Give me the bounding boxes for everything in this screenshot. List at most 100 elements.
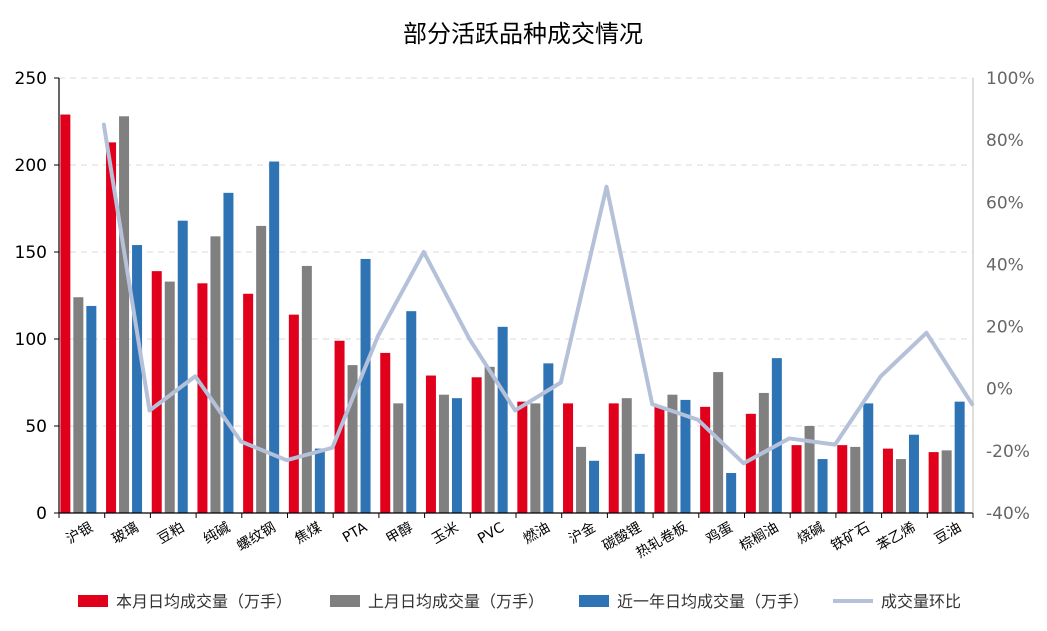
bar-3-热轧卷板 <box>680 399 691 513</box>
bar-3-玉米 <box>451 398 462 513</box>
y-tick-label: 150 <box>15 243 47 263</box>
bar-1-玉米 <box>425 375 436 513</box>
category-label: 豆油 <box>932 520 964 548</box>
bar-1-沪金 <box>563 403 574 513</box>
ratio-point <box>331 447 333 449</box>
y-tick-label: 0 <box>36 504 47 524</box>
category-label: 沪金 <box>566 520 598 548</box>
category-label: 棕榈油 <box>737 520 781 555</box>
ratio-point <box>788 437 790 439</box>
ratio-point <box>925 332 927 334</box>
y-tick-label: 250 <box>15 69 47 89</box>
bar-3-螺纹钢 <box>269 161 280 513</box>
bar-1-玻璃 <box>106 142 117 513</box>
bar-1-热轧卷板 <box>654 406 665 513</box>
bar-1-沪银 <box>60 114 71 513</box>
bar-2-鸡蛋 <box>713 372 724 513</box>
bar-1-螺纹钢 <box>243 293 254 513</box>
category-label: PVC <box>475 519 507 547</box>
bar-3-玻璃 <box>132 245 143 514</box>
y2-tick-label: 100% <box>986 69 1035 89</box>
category-label: 热轧卷板 <box>633 520 689 562</box>
category-label: 鸡蛋 <box>703 519 736 548</box>
bar-3-铁矿石 <box>863 403 874 513</box>
bar-1-焦煤 <box>288 314 299 513</box>
bar-2-铁矿石 <box>850 446 861 513</box>
y-tick-label: 100 <box>15 330 47 350</box>
legend-label: 近一年日均成交量（万手） <box>617 592 809 611</box>
category-label: 玉米 <box>429 520 461 548</box>
ratio-point <box>149 409 151 411</box>
legend-swatch <box>330 595 360 607</box>
bar-3-豆粕 <box>177 220 188 513</box>
bar-1-苯乙烯 <box>882 448 893 513</box>
legend-label: 本月日均成交量（万手） <box>116 592 292 611</box>
ratio-point <box>514 409 516 411</box>
bar-3-PTA <box>360 258 371 513</box>
bar-2-焦煤 <box>301 265 312 513</box>
category-label: 甲醇 <box>383 519 416 548</box>
bar-3-苯乙烯 <box>908 434 919 513</box>
category-label: PTA <box>340 519 370 546</box>
bar-2-玉米 <box>438 394 449 513</box>
legend-label: 成交量环比 <box>881 592 961 611</box>
tick-labels: 0 50 100 150 200 250 -40% -20% 0% 20% 40% 60% 80% 100… <box>15 69 1035 524</box>
bar-1-豆粕 <box>151 271 162 513</box>
bar-2-豆油 <box>941 450 952 513</box>
bar-2-PTA <box>347 365 358 513</box>
y2-tick-label: 20% <box>986 318 1024 338</box>
category-label: 烧碱 <box>795 520 827 548</box>
bar-1-铁矿石 <box>837 445 848 513</box>
bar-1-燃油 <box>517 401 528 513</box>
ratio-point <box>103 124 105 126</box>
ratio-line <box>101 122 975 466</box>
bar-1-PVC <box>471 377 482 513</box>
y2-tick-label: 80% <box>986 131 1024 151</box>
ratio-point <box>651 403 653 405</box>
bar-3-PVC <box>497 326 508 513</box>
bar-1-烧碱 <box>791 445 802 513</box>
ratio-point <box>194 375 196 377</box>
bar-3-沪金 <box>589 460 600 513</box>
ratio-point <box>743 462 745 464</box>
ratio-point <box>697 419 699 421</box>
category-labels: 沪银 玻璃 豆粕 纯碱 螺纹钢 焦煤 PTA 甲醇 玉米 PVC 燃油 沪金 碳酸锂热轧卷板 鸡蛋 棕榈油烧… <box>64 519 965 562</box>
bar-3-碳酸锂 <box>634 453 645 513</box>
y2-tick-label: -20% <box>986 442 1030 462</box>
bar-1-甲醇 <box>380 352 391 513</box>
ratio-point <box>606 186 608 188</box>
ratio-point <box>377 335 379 337</box>
bar-2-燃油 <box>530 403 541 513</box>
axes <box>54 77 974 518</box>
bar-3-燃油 <box>543 363 554 513</box>
ratio-point <box>286 459 288 461</box>
legend-swatch <box>78 595 108 607</box>
ratio-point <box>423 251 425 253</box>
bar-3-甲醇 <box>406 311 417 513</box>
ratio-point <box>560 382 562 383</box>
line-series <box>101 122 975 466</box>
legend: 本月日均成交量（万手） 上月日均成交量（万手） 近一年日均成交量（万手） 成交量环比 <box>78 592 961 611</box>
bar-1-棕榈油 <box>745 413 756 513</box>
bar-3-棕榈油 <box>771 358 782 513</box>
y-tick-label: 200 <box>15 156 47 176</box>
category-label: 玻璃 <box>109 519 142 548</box>
category-label: 焦煤 <box>292 520 324 548</box>
bar-3-沪银 <box>86 305 97 513</box>
bar-1-碳酸锂 <box>608 403 619 513</box>
y2-tick-label: 40% <box>986 255 1024 275</box>
category-label: 苯乙烯 <box>874 519 919 555</box>
ratio-point <box>971 403 973 405</box>
bar-3-纯碱 <box>223 192 234 513</box>
legend-swatch <box>579 595 609 607</box>
ratio-point <box>240 441 242 443</box>
bar-2-甲醇 <box>393 403 404 513</box>
category-label: 螺纹钢 <box>234 520 278 555</box>
bar-1-豆油 <box>928 452 939 513</box>
bar-3-烧碱 <box>817 459 828 513</box>
bar-3-豆油 <box>954 401 965 513</box>
bar-3-焦煤 <box>314 448 325 513</box>
bar-2-沪银 <box>73 297 84 513</box>
ratio-point <box>468 338 470 340</box>
